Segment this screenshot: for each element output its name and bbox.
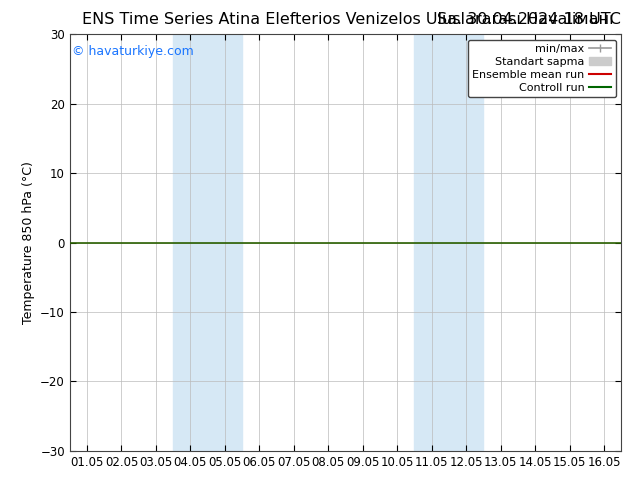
Text: Sa. 30.04.2024 18 UTC: Sa. 30.04.2024 18 UTC bbox=[437, 12, 621, 27]
Y-axis label: Temperature 850 hPa (°C): Temperature 850 hPa (°C) bbox=[22, 161, 35, 324]
Legend: min/max, Standart sapma, Ensemble mean run, Controll run: min/max, Standart sapma, Ensemble mean r… bbox=[468, 40, 616, 97]
Bar bbox=[415, 34, 483, 451]
Text: © havaturkiye.com: © havaturkiye.com bbox=[72, 45, 194, 58]
Bar bbox=[173, 34, 242, 451]
Text: ENS Time Series Atina Elefterios Venizelos Uluslararası Havaliманı: ENS Time Series Atina Elefterios Venizel… bbox=[82, 12, 614, 27]
